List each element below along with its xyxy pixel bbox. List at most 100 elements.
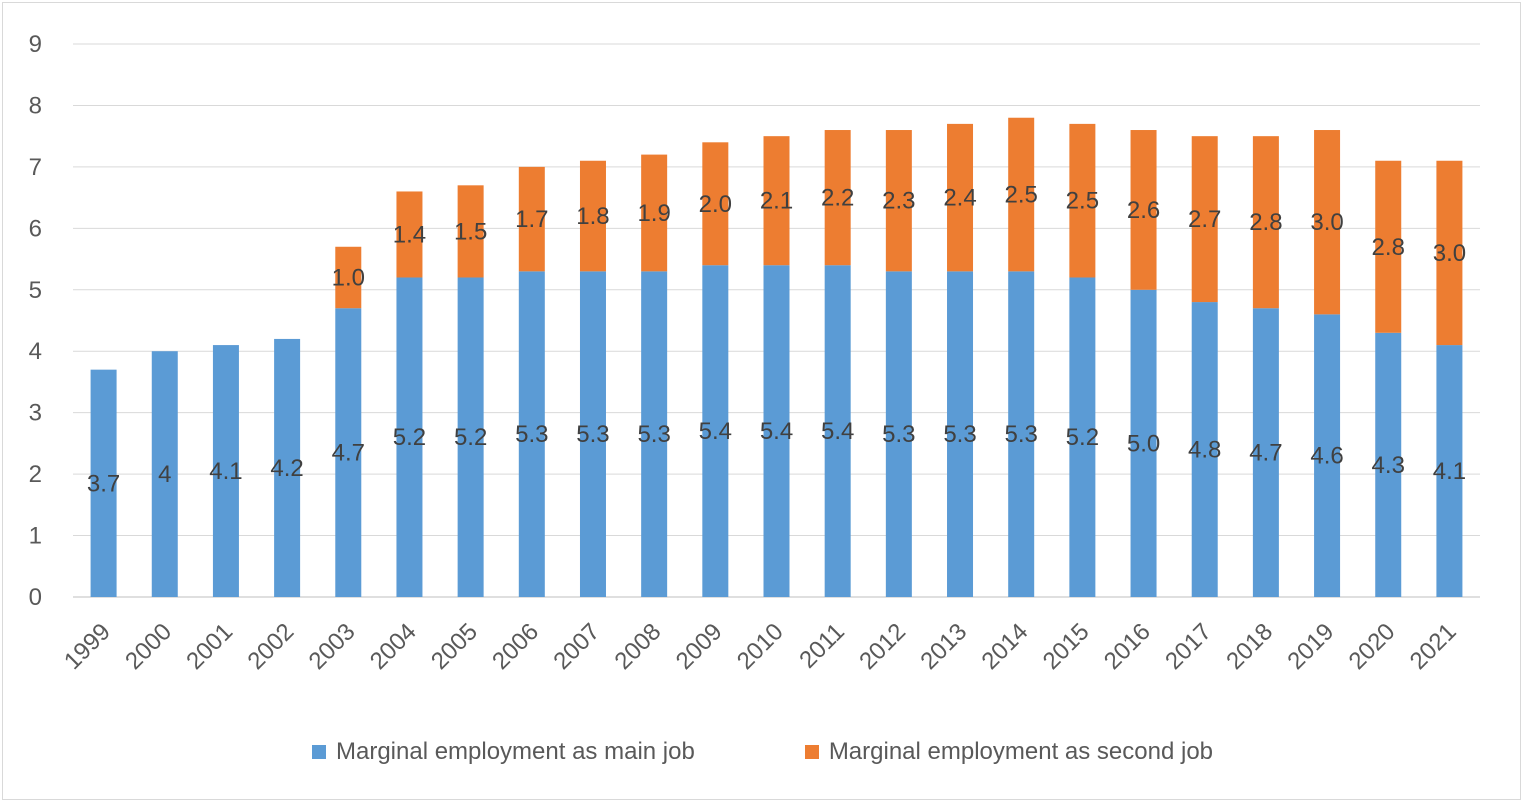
bar-main-job [1252, 308, 1279, 597]
data-label-main-job: 4.3 [1372, 452, 1405, 479]
y-tick-label: 3 [29, 400, 42, 427]
x-tick-label: 2015 [1038, 618, 1095, 675]
data-label-main-job: 3.7 [87, 470, 120, 497]
data-label-main-job: 5.3 [943, 421, 976, 448]
data-label-main-job: 4.7 [332, 440, 365, 467]
bar-main-job [151, 351, 178, 597]
data-label-main-job: 4.6 [1310, 443, 1343, 470]
bar-main-job [396, 277, 423, 597]
data-label-main-job: 5.3 [515, 421, 548, 448]
bar-main-job [579, 271, 606, 597]
bar-main-job [885, 271, 912, 597]
x-tick-label: 2017 [1160, 618, 1217, 675]
bar-main-job [1436, 345, 1463, 597]
legend-item-second-job: Marginal employment as second job [804, 738, 1213, 766]
bars [90, 117, 1463, 597]
bar-second-job [1375, 160, 1402, 333]
data-label-main-job: 5.2 [393, 424, 426, 451]
bar-main-job [824, 265, 851, 597]
data-label-main-job: 5.0 [1127, 430, 1160, 457]
y-tick-label: 2 [29, 461, 42, 488]
x-tick-label: 2002 [243, 618, 300, 675]
x-tick-label: 2020 [1344, 618, 1401, 675]
legend-item-main-job: Marginal employment as main job [311, 738, 695, 766]
bar-main-job [947, 271, 974, 597]
data-label-second-job: 2.6 [1127, 197, 1160, 224]
legend-swatch-second-job [804, 745, 819, 759]
bar-main-job [1008, 271, 1035, 597]
data-label-main-job: 5.3 [637, 421, 670, 448]
data-label-main-job: 4 [158, 461, 171, 488]
y-tick-label: 9 [29, 31, 42, 58]
y-tick-label: 1 [29, 523, 42, 550]
data-label-main-job: 4.1 [209, 458, 242, 485]
y-tick-label: 0 [29, 584, 42, 611]
data-label-main-job: 5.4 [699, 418, 732, 445]
data-label-main-job: 5.3 [576, 421, 609, 448]
legend-swatch-main-job [311, 745, 326, 759]
data-labels: 3.7 4 4.1 4.2 4.7 1.0 5.2 1.4 5.2 1.5 5.3 1.7 5.3 1.8… [87, 182, 1466, 498]
y-tick-label: 5 [29, 277, 42, 304]
y-tick-label: 6 [29, 215, 42, 242]
x-tick-label: 2016 [1099, 618, 1156, 675]
x-tick-label: 2014 [977, 618, 1034, 675]
data-label-main-job: 5.2 [454, 424, 487, 451]
data-label-main-job: 5.2 [1066, 424, 1099, 451]
data-label-second-job: 1.0 [332, 264, 365, 291]
bar-second-job [1130, 130, 1157, 290]
x-tick-label: 2000 [120, 618, 177, 675]
bar-main-job [702, 265, 729, 597]
legend: Marginal employment as main job Marginal… [0, 732, 1525, 772]
data-label-main-job: 5.3 [882, 421, 915, 448]
bar-main-job [1069, 277, 1096, 597]
x-tick-label: 1999 [59, 618, 116, 675]
data-label-second-job: 1.7 [515, 206, 548, 233]
x-tick-label: 2018 [1221, 618, 1278, 675]
bar-main-job [90, 369, 117, 597]
bar-second-job [579, 160, 606, 272]
bar-second-job [947, 123, 974, 272]
bar-main-job [457, 277, 484, 597]
bar-second-job [518, 166, 545, 272]
data-label-main-job: 5.4 [821, 418, 854, 445]
bar-second-job [763, 136, 790, 266]
data-label-second-job: 1.5 [454, 218, 487, 245]
data-label-second-job: 1.9 [637, 200, 670, 227]
bar-second-job [1008, 117, 1035, 272]
data-label-second-job: 2.8 [1249, 209, 1282, 236]
data-label-second-job: 2.4 [943, 185, 976, 212]
bar-main-job [335, 308, 362, 597]
y-axis-ticks: 0 1 2 3 4 5 6 7 8 9 [29, 31, 42, 611]
y-tick-label: 7 [29, 154, 42, 181]
data-label-second-job: 2.0 [699, 191, 732, 218]
bar-second-job [396, 191, 423, 278]
x-axis-ticks: 1999 2000 2001 2002 2003 2004 2005 2006 2007 2008… [59, 618, 1462, 675]
bar-main-job [518, 271, 545, 597]
bar-second-job [1314, 130, 1341, 315]
y-tick-label: 8 [29, 92, 42, 119]
x-tick-label: 2004 [365, 618, 422, 675]
data-label-second-job: 2.5 [1066, 188, 1099, 215]
data-label-second-job: 2.7 [1188, 206, 1221, 233]
data-label-second-job: 2.2 [821, 185, 854, 212]
x-tick-label: 2019 [1282, 618, 1339, 675]
data-label-second-job: 2.1 [760, 188, 793, 215]
data-label-second-job: 2.8 [1372, 234, 1405, 261]
legend-label-main-job: Marginal employment as main job [335, 738, 695, 765]
bar-second-job [885, 130, 912, 272]
data-label-main-job: 5.4 [760, 418, 793, 445]
bar-main-job [1375, 332, 1402, 597]
x-tick-label: 2007 [548, 618, 605, 675]
x-tick-label: 2009 [671, 618, 728, 675]
data-label-second-job: 3.0 [1433, 240, 1466, 267]
data-label-main-job: 4.8 [1188, 437, 1221, 464]
data-label-main-job: 5.3 [1005, 421, 1038, 448]
data-label-second-job: 2.3 [882, 188, 915, 215]
x-tick-label: 2012 [854, 618, 911, 675]
x-tick-label: 2003 [304, 618, 361, 675]
bar-main-job [1314, 314, 1341, 597]
y-tick-label: 4 [29, 338, 42, 365]
bar-main-job [641, 271, 668, 597]
x-tick-label: 2006 [487, 618, 544, 675]
